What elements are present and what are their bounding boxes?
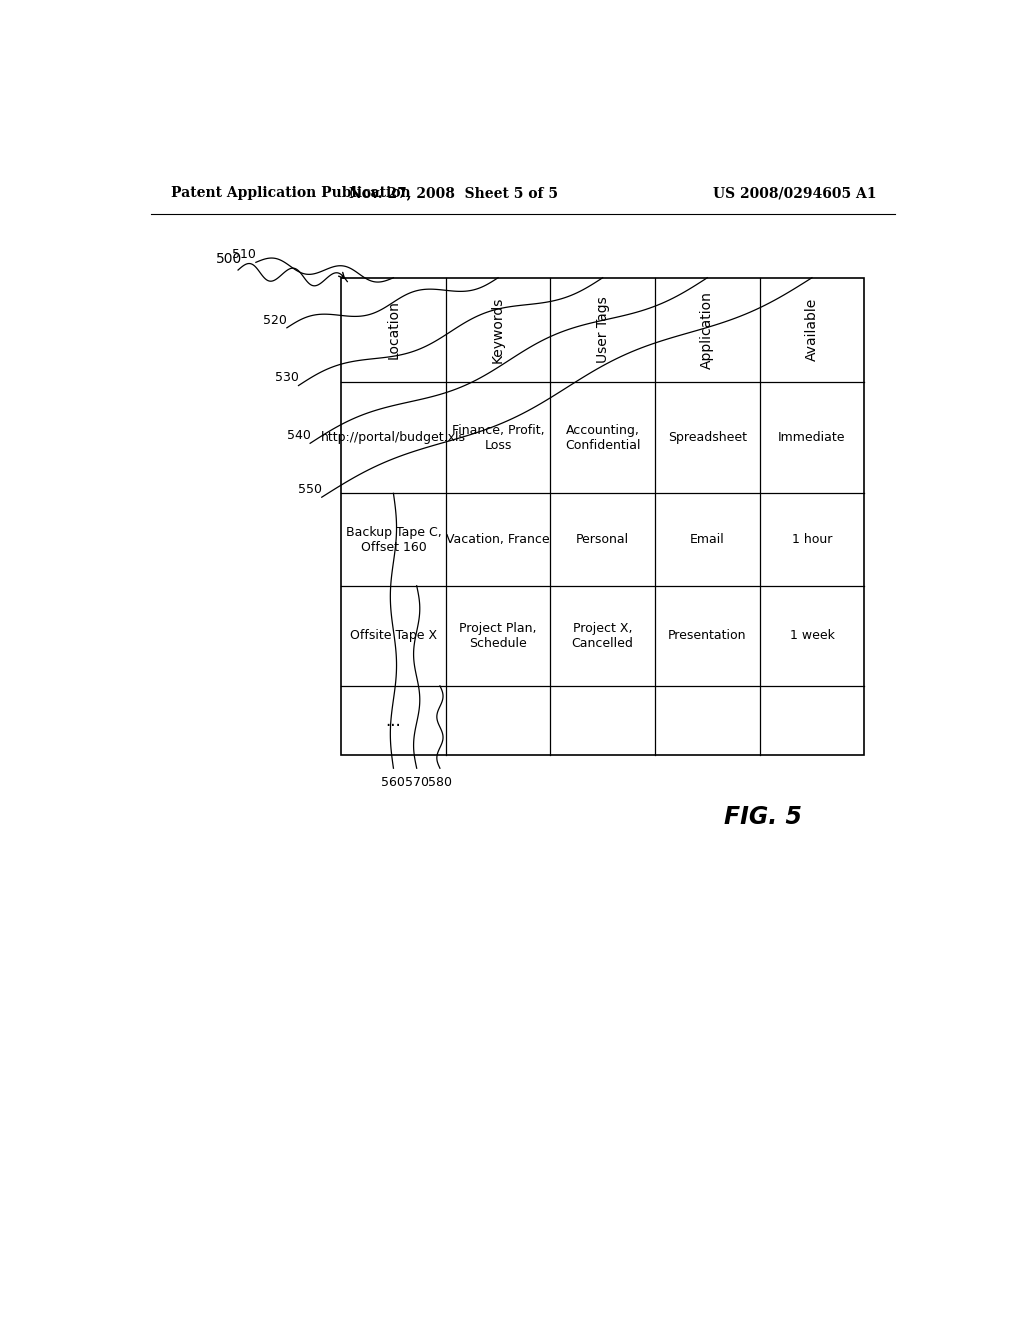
- Bar: [341, 277, 864, 755]
- Text: Project Plan,
Schedule: Project Plan, Schedule: [460, 622, 537, 649]
- Text: 560: 560: [382, 776, 406, 788]
- Text: FIG. 5: FIG. 5: [725, 805, 803, 829]
- Text: Patent Application Publication: Patent Application Publication: [171, 186, 411, 201]
- Text: Presentation: Presentation: [668, 630, 746, 643]
- Text: User Tags: User Tags: [596, 297, 609, 363]
- Text: Nov. 27, 2008  Sheet 5 of 5: Nov. 27, 2008 Sheet 5 of 5: [349, 186, 558, 201]
- Text: Available: Available: [805, 298, 819, 362]
- Text: 530: 530: [274, 371, 299, 384]
- Text: Project X,
Cancelled: Project X, Cancelled: [571, 622, 634, 649]
- Text: 540: 540: [287, 429, 310, 442]
- Text: Immediate: Immediate: [778, 432, 846, 444]
- Text: 500: 500: [216, 252, 242, 265]
- Text: 1 week: 1 week: [790, 630, 835, 643]
- Text: Location: Location: [386, 300, 400, 359]
- Text: Finance, Profit,
Loss: Finance, Profit, Loss: [452, 424, 545, 451]
- Text: Accounting,
Confidential: Accounting, Confidential: [565, 424, 640, 451]
- Text: http://portal/budget.xls: http://portal/budget.xls: [321, 432, 466, 444]
- Text: Vacation, France: Vacation, France: [446, 533, 550, 546]
- Text: 520: 520: [263, 314, 287, 326]
- Text: 570: 570: [404, 776, 429, 788]
- Text: US 2008/0294605 A1: US 2008/0294605 A1: [713, 186, 877, 201]
- Text: ...: ...: [386, 711, 401, 730]
- Text: 580: 580: [428, 776, 452, 788]
- Text: 510: 510: [232, 248, 256, 261]
- Text: Offsite Tape X: Offsite Tape X: [350, 630, 437, 643]
- Text: 550: 550: [298, 483, 323, 496]
- Text: Backup Tape C,
Offset 160: Backup Tape C, Offset 160: [345, 525, 441, 553]
- Text: Application: Application: [700, 290, 715, 368]
- Text: Personal: Personal: [577, 533, 630, 546]
- Text: Spreadsheet: Spreadsheet: [668, 432, 746, 444]
- Text: 1 hour: 1 hour: [792, 533, 833, 546]
- Text: Keywords: Keywords: [492, 297, 505, 363]
- Text: Email: Email: [690, 533, 725, 546]
